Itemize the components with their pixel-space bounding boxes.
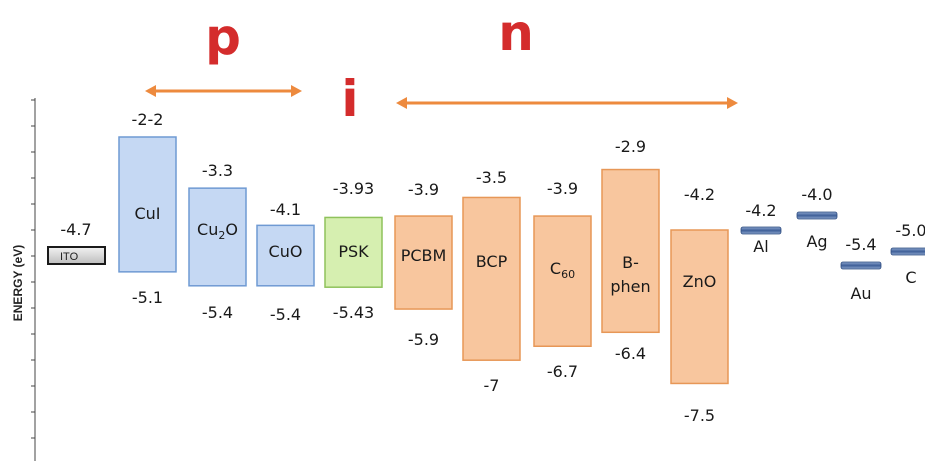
electrode-value-c: -5.0 bbox=[895, 221, 925, 240]
ito-label: ITO bbox=[60, 251, 79, 263]
region-label-i: i bbox=[341, 70, 358, 128]
top-value-psk: -3.93 bbox=[333, 179, 374, 198]
block-label-zno: ZnO bbox=[683, 272, 717, 291]
electrode-value-au: -5.4 bbox=[845, 235, 876, 254]
bottom-value-pcbm: -5.9 bbox=[408, 330, 439, 349]
block-cuo bbox=[256, 224, 315, 287]
electrode-label-al: Al bbox=[753, 237, 768, 256]
bottom-value-c60: -6.7 bbox=[547, 362, 578, 381]
block-label-bcp: BCP bbox=[476, 252, 508, 271]
block-bcp bbox=[462, 196, 521, 361]
material-blocks: -2-2 -5.1 CuI -3.3 -5.4 Cu2O -4.1 -5.4 CuO -3.93 -… bbox=[118, 110, 729, 425]
region-label-n: n bbox=[498, 4, 534, 62]
electrode-ag bbox=[796, 211, 838, 220]
top-value-c60: -3.9 bbox=[547, 179, 578, 198]
electrode-value-ag: -4.0 bbox=[801, 185, 832, 204]
block-pcbm bbox=[394, 215, 453, 310]
bottom-value-cui: -5.1 bbox=[132, 288, 163, 307]
block-label-cuo: CuO bbox=[269, 242, 303, 261]
bottom-value-b-phen: -6.4 bbox=[615, 344, 646, 363]
block-label-psk: PSK bbox=[338, 242, 369, 261]
electrode-label-au: Au bbox=[850, 284, 871, 303]
bottom-value-bcp: -7 bbox=[484, 376, 500, 395]
top-value-b-phen: -2.9 bbox=[615, 137, 646, 156]
energy-axis bbox=[31, 98, 36, 461]
top-value-pcbm: -3.9 bbox=[408, 180, 439, 199]
electrode-al bbox=[740, 226, 782, 235]
block-zno bbox=[670, 229, 729, 385]
block-label-c60: C60 bbox=[550, 259, 575, 281]
block-label-b-phen: B-phen bbox=[610, 253, 650, 296]
bottom-value-cu2o: -5.4 bbox=[202, 303, 233, 322]
p-range-arrow bbox=[145, 85, 302, 97]
electrode-value-al: -4.2 bbox=[745, 201, 776, 220]
top-value-cuo: -4.1 bbox=[270, 200, 301, 219]
electrode-label-ag: Ag bbox=[806, 232, 827, 251]
energy-axis-label: ENERGY (eV) bbox=[11, 245, 25, 321]
ito-value: -4.7 bbox=[60, 220, 91, 239]
electrode-c bbox=[890, 247, 925, 256]
bottom-value-zno: -7.5 bbox=[684, 406, 715, 425]
block-cu2o bbox=[188, 187, 247, 287]
electrode-au bbox=[840, 261, 882, 270]
bottom-value-psk: -5.43 bbox=[333, 303, 374, 322]
block-c60 bbox=[533, 215, 592, 347]
block-cui bbox=[118, 136, 177, 273]
block-label-cu2o: Cu2O bbox=[197, 220, 238, 242]
region-label-p: p bbox=[205, 8, 241, 66]
top-value-cui: -2-2 bbox=[132, 110, 164, 129]
bottom-value-cuo: -5.4 bbox=[270, 305, 301, 324]
top-value-bcp: -3.5 bbox=[476, 168, 507, 187]
ito-electrode: ITO bbox=[47, 246, 106, 265]
electrode-levels: -4.2 Al -4.0 Ag -5.4 Au -5.0 C bbox=[740, 185, 925, 303]
electrode-label-c: C bbox=[905, 268, 916, 287]
block-label-cui: CuI bbox=[134, 204, 160, 223]
top-value-cu2o: -3.3 bbox=[202, 161, 233, 180]
block-psk bbox=[324, 216, 383, 288]
n-range-arrow bbox=[396, 97, 738, 109]
top-value-zno: -4.2 bbox=[684, 185, 715, 204]
block-b-phen bbox=[601, 168, 660, 334]
block-label-pcbm: PCBM bbox=[401, 246, 447, 265]
